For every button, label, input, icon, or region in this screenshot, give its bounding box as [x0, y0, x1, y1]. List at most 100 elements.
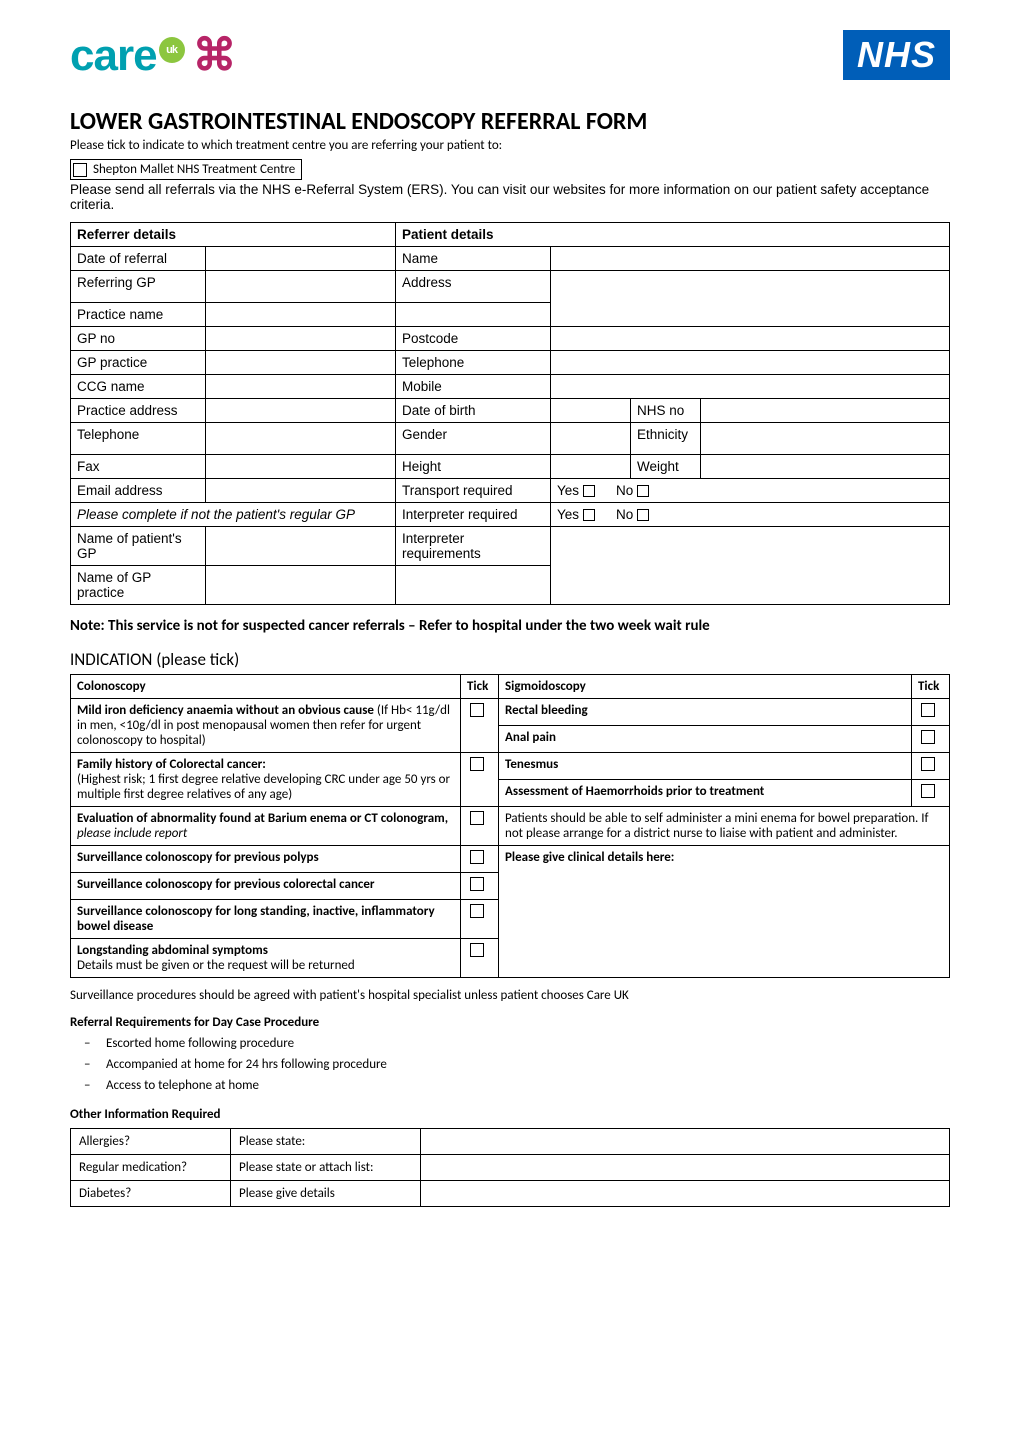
- ers-note: Please send all referrals via the NHS e-…: [70, 182, 950, 212]
- tick-instruction: Please tick to indicate to which treatme…: [70, 138, 950, 153]
- abdominal-checkbox[interactable]: [470, 943, 484, 957]
- anaemia-checkbox[interactable]: [470, 703, 484, 717]
- input-gp-practice-name[interactable]: [206, 566, 396, 605]
- label-gp-practice: GP practice: [71, 351, 206, 375]
- label-gp-practice-name: Name of GP practice: [71, 566, 206, 605]
- prev-crc-checkbox[interactable]: [470, 877, 484, 891]
- ind-prev-crc: Surveillance colonoscopy for previous co…: [71, 873, 461, 900]
- input-telephone-r[interactable]: [206, 423, 396, 455]
- daycase-item: Escorted home following procedure: [106, 1036, 950, 1051]
- transport-yes-checkbox[interactable]: [583, 485, 595, 497]
- daycase-item: Accompanied at home for 24 hrs following…: [106, 1057, 950, 1072]
- label-telephone-r: Telephone: [71, 423, 206, 455]
- ind-barium: Evaluation of abnormality found at Bariu…: [71, 807, 461, 846]
- details-table: Referrer details Patient details Date of…: [70, 222, 950, 605]
- not-regular-gp-note: Please complete if not the patient's reg…: [71, 503, 396, 527]
- ind-rectal-bleeding: Rectal bleeding: [499, 699, 912, 726]
- other-info-title: Other Information Required: [70, 1107, 950, 1122]
- label-gp-no: GP no: [71, 327, 206, 351]
- tenesmus-checkbox[interactable]: [921, 757, 935, 771]
- label-referring-gp: Referring GP: [71, 271, 206, 303]
- input-medication[interactable]: [421, 1155, 950, 1181]
- input-weight[interactable]: [701, 455, 950, 479]
- cancer-warning-note: Note: This service is not for suspected …: [70, 617, 950, 635]
- daycase-item: Access to telephone at home: [106, 1078, 950, 1093]
- other-info-table: Allergies? Please state: Regular medicat…: [70, 1128, 950, 1207]
- label-allergies: Allergies?: [71, 1129, 231, 1155]
- ind-abdominal: Longstanding abdominal symptoms Details …: [71, 939, 461, 978]
- uk-badge: uk: [159, 37, 185, 63]
- ind-ibd: Surveillance colonoscopy for long standi…: [71, 900, 461, 939]
- input-date-referral[interactable]: [206, 247, 396, 271]
- tick-header-left: Tick: [461, 675, 499, 699]
- label-interpreter: Interpreter required: [396, 503, 551, 527]
- input-practice-address[interactable]: [206, 399, 396, 423]
- label-height: Height: [396, 455, 551, 479]
- input-patient-gp[interactable]: [206, 527, 396, 566]
- ibd-checkbox[interactable]: [470, 904, 484, 918]
- clinical-details-label: Please give clinical details here:: [505, 850, 674, 865]
- indication-heading: INDICATION (please tick): [70, 649, 950, 670]
- rectal-bleeding-checkbox[interactable]: [921, 703, 935, 717]
- anal-pain-checkbox[interactable]: [921, 730, 935, 744]
- no-label-2: No: [616, 507, 633, 522]
- input-telephone-p[interactable]: [551, 351, 950, 375]
- daycase-list: Escorted home following procedure Accomp…: [70, 1036, 950, 1093]
- input-ccg[interactable]: [206, 375, 396, 399]
- label-telephone-p: Telephone: [396, 351, 551, 375]
- label-date-referral: Date of referral: [71, 247, 206, 271]
- care-uk-logo: careuk⌘: [70, 30, 236, 81]
- label-gender: Gender: [396, 423, 551, 455]
- label-transport: Transport required: [396, 479, 551, 503]
- input-nhs-no[interactable]: [701, 399, 950, 423]
- ind-haemorrhoids: Assessment of Haemorrhoids prior to trea…: [499, 780, 912, 807]
- label-mobile: Mobile: [396, 375, 551, 399]
- label-name: Name: [396, 247, 551, 271]
- clinical-details-area[interactable]: Please give clinical details here:: [499, 846, 950, 978]
- care-text: care: [70, 31, 157, 81]
- input-name[interactable]: [551, 247, 950, 271]
- haemorrhoids-checkbox[interactable]: [921, 784, 935, 798]
- input-gender[interactable]: [551, 423, 631, 455]
- referrer-header: Referrer details: [71, 223, 396, 247]
- nhs-logo: NHS: [843, 30, 950, 80]
- yes-label: Yes: [557, 483, 579, 498]
- no-label: No: [616, 483, 633, 498]
- transport-no-checkbox[interactable]: [637, 485, 649, 497]
- input-practice-name[interactable]: [206, 303, 396, 327]
- label-address: Address: [396, 271, 551, 303]
- interpreter-no-checkbox[interactable]: [637, 509, 649, 521]
- label-diabetes: Diabetes?: [71, 1181, 231, 1207]
- input-mobile[interactable]: [551, 375, 950, 399]
- label-dob: Date of birth: [396, 399, 551, 423]
- centre-checkbox[interactable]: [73, 163, 87, 177]
- patient-header: Patient details: [396, 223, 950, 247]
- input-referring-gp[interactable]: [206, 271, 396, 303]
- family-history-checkbox[interactable]: [470, 757, 484, 771]
- input-dob[interactable]: [551, 399, 631, 423]
- input-ethnicity[interactable]: [701, 423, 950, 455]
- input-interpreter-req[interactable]: [551, 527, 950, 605]
- input-postcode[interactable]: [551, 327, 950, 351]
- colonoscopy-header: Colonoscopy: [71, 675, 461, 699]
- input-gp-practice[interactable]: [206, 351, 396, 375]
- input-allergies[interactable]: [421, 1129, 950, 1155]
- input-height[interactable]: [551, 455, 631, 479]
- input-address[interactable]: [551, 271, 950, 327]
- input-gp-no[interactable]: [206, 327, 396, 351]
- label-postcode: Postcode: [396, 327, 551, 351]
- page-title: LOWER GASTROINTESTINAL ENDOSCOPY REFERRA…: [70, 107, 950, 136]
- centre-label: Shepton Mallet NHS Treatment Centre: [93, 162, 295, 177]
- label-medication: Regular medication?: [71, 1155, 231, 1181]
- prompt-allergies: Please state:: [231, 1129, 421, 1155]
- indication-table: Colonoscopy Tick Sigmoidoscopy Tick Mild…: [70, 674, 950, 978]
- label-nhs-no: NHS no: [631, 399, 701, 423]
- label-practice-name: Practice name: [71, 303, 206, 327]
- barium-checkbox[interactable]: [470, 811, 484, 825]
- polyps-checkbox[interactable]: [470, 850, 484, 864]
- input-fax[interactable]: [206, 455, 396, 479]
- input-email[interactable]: [206, 479, 396, 503]
- interpreter-yes-checkbox[interactable]: [583, 509, 595, 521]
- input-transport: Yes No: [551, 479, 950, 503]
- input-diabetes[interactable]: [421, 1181, 950, 1207]
